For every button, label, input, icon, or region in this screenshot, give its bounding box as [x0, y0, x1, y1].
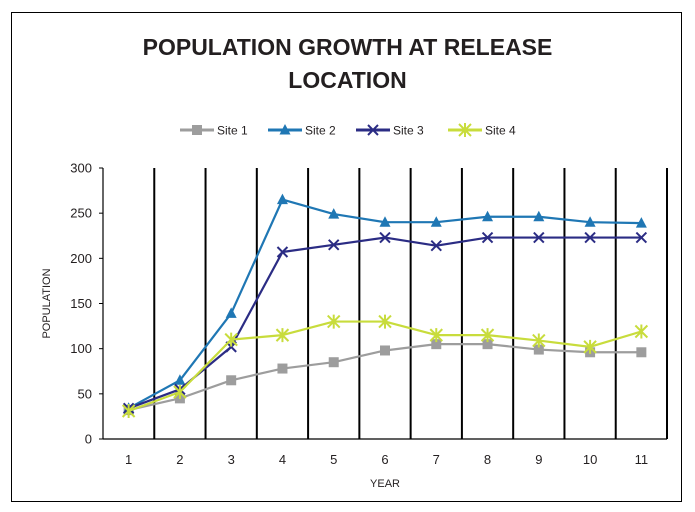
x-tick-label: 3 [228, 452, 235, 467]
chart-title-line-2: LOCATION [288, 67, 407, 93]
x-tick-label: 4 [279, 452, 286, 467]
data-point-site-4 [532, 333, 546, 348]
data-point-site-2 [430, 216, 442, 227]
x-tick-label: 10 [583, 452, 597, 467]
data-point-site-2 [276, 193, 288, 205]
legend-label-site-1: Site 1 [217, 124, 248, 138]
data-point-site-1 [636, 347, 647, 358]
data-point-site-4 [327, 314, 341, 329]
data-point-site-2 [225, 307, 237, 318]
x-tick-label: 6 [381, 452, 388, 467]
x-tick-label: 8 [484, 452, 491, 467]
data-point-site-4 [121, 403, 136, 418]
y-tick-label: 0 [85, 432, 92, 447]
data-point-site-4 [173, 385, 187, 400]
data-point-site-3 [328, 239, 340, 251]
x-axis-title: YEAR [370, 478, 400, 490]
data-point-site-3 [276, 246, 289, 258]
data-point-site-4 [378, 314, 392, 329]
y-axis-title: POPULATION [41, 268, 53, 338]
y-tick-label: 100 [70, 341, 92, 356]
chart-title: POPULATION GROWTH AT RELEASE LOCATION [12, 31, 683, 97]
data-point-site-2 [533, 210, 545, 222]
data-point-site-3 [481, 231, 494, 244]
legend-label-site-2: Site 2 [305, 124, 336, 138]
y-tick-label: 150 [70, 296, 92, 311]
legend-label-site-4: Site 4 [485, 124, 516, 138]
y-tick-label: 300 [70, 161, 92, 176]
legend-marker-site-4 [458, 123, 472, 137]
data-point-site-2 [174, 374, 186, 385]
data-point-site-3 [584, 231, 596, 244]
legend-label-site-3: Site 3 [393, 124, 424, 138]
data-point-site-1 [431, 339, 442, 350]
legend-marker-site-2 [279, 124, 291, 135]
x-tick-label: 2 [176, 452, 183, 467]
data-point-site-4 [224, 332, 238, 347]
data-point-site-4 [480, 328, 495, 343]
data-point-site-1 [328, 357, 339, 368]
data-point-site-2 [379, 216, 391, 227]
y-tick-label: 200 [70, 251, 92, 266]
data-point-site-4 [429, 328, 443, 343]
data-point-site-3 [379, 231, 391, 244]
data-point-site-2 [584, 216, 596, 227]
data-point-site-3 [533, 231, 545, 244]
chart-title-line-1: POPULATION GROWTH AT RELEASE [142, 34, 553, 60]
data-point-site-1 [533, 344, 544, 355]
data-point-site-1 [226, 375, 237, 386]
data-point-site-2 [482, 210, 494, 222]
chart-frame: POPULATION GROWTH AT RELEASE LOCATION [11, 12, 682, 502]
x-tick-label: 11 [635, 452, 649, 467]
legend-marker-site-1 [192, 125, 202, 135]
data-point-site-3 [430, 239, 442, 252]
y-tick-label: 50 [78, 386, 92, 401]
x-tick-label: 5 [330, 452, 337, 467]
data-point-site-1 [380, 345, 390, 356]
data-point-site-4 [275, 328, 290, 343]
data-point-site-4 [583, 339, 597, 354]
data-point-site-1 [277, 363, 288, 374]
y-tick-label: 250 [70, 206, 92, 221]
x-tick-label: 1 [125, 452, 132, 467]
x-tick-label: 9 [535, 452, 542, 467]
data-point-site-4 [634, 324, 649, 339]
legend-marker-site-3 [367, 124, 379, 136]
x-tick-label: 7 [433, 452, 440, 467]
data-point-site-1 [482, 339, 493, 350]
data-point-site-2 [328, 208, 340, 219]
data-point-site-2 [635, 217, 647, 228]
data-point-site-3 [635, 231, 648, 244]
